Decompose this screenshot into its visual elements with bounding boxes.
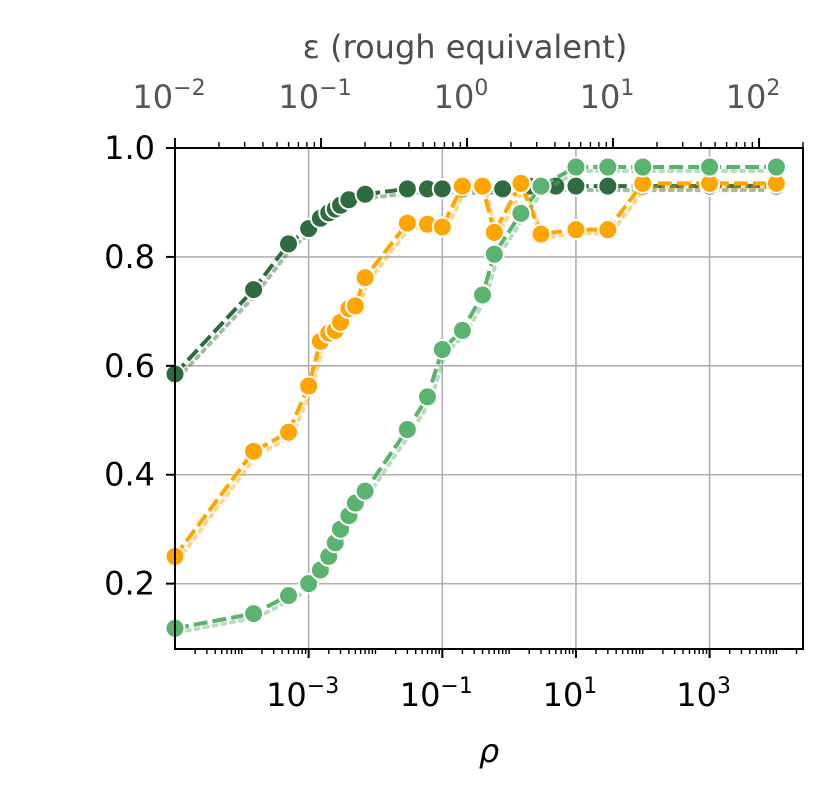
- y-tick-label: 1.0: [104, 129, 155, 167]
- series-2-point: [510, 202, 532, 224]
- series-1-point: [298, 375, 320, 397]
- series-1-point: [510, 172, 532, 194]
- top-tick-exponent: −2: [173, 76, 205, 101]
- series-0-point: [243, 279, 265, 301]
- minor-ticks: [194, 142, 804, 654]
- series-2-point: [632, 156, 654, 178]
- series-0-point: [597, 175, 619, 197]
- series-0-point: [354, 183, 376, 205]
- y-tick-label: 0.8: [104, 238, 155, 276]
- top-tick-exponent: −1: [319, 76, 351, 101]
- x-tick-base: 10: [543, 676, 584, 714]
- top-axis-title: ε (rough equivalent): [303, 28, 628, 66]
- top-tick-base: 10: [580, 78, 621, 116]
- series-2-point: [483, 243, 505, 265]
- series-1-point: [396, 212, 418, 234]
- top-tick-label: 100: [434, 76, 489, 116]
- x-tick-base: 10: [676, 676, 717, 714]
- series-2-point: [416, 386, 438, 408]
- top-axis-ticks: 10−2 10−1 100 101 102: [132, 76, 780, 148]
- top-tick-base: 10: [434, 78, 475, 116]
- series-1-point: [472, 175, 494, 197]
- top-tick-exponent: 0: [474, 76, 488, 101]
- x-tick-label: 10−3: [266, 674, 339, 714]
- y-tick-label: 0.4: [104, 456, 155, 494]
- x-tick-label: 103: [676, 674, 731, 714]
- x-tick-exponent: 3: [717, 674, 731, 699]
- series-1-point: [243, 440, 265, 462]
- x-tick-label: 10−1: [400, 674, 473, 714]
- series-0-point: [396, 178, 418, 200]
- y-tick-label: 0.6: [104, 347, 155, 385]
- series-layer: [164, 156, 787, 639]
- series-1-point: [483, 221, 505, 243]
- top-tick-base: 10: [726, 78, 767, 116]
- series-2-point: [597, 156, 619, 178]
- top-tick-label: 102: [726, 76, 781, 116]
- x-tick-exponent: 1: [583, 674, 597, 699]
- series-1: [164, 172, 787, 567]
- x-tick-exponent: −1: [440, 674, 472, 699]
- series-1-point: [597, 219, 619, 241]
- series-0-point: [431, 178, 453, 200]
- x-tick-exponent: −3: [307, 674, 339, 699]
- series-2-point: [530, 175, 552, 197]
- series-2-point: [431, 338, 453, 360]
- top-tick-label: 101: [580, 76, 635, 116]
- x-tick-base: 10: [400, 676, 441, 714]
- series-1-point: [278, 421, 300, 443]
- series-2-point: [472, 284, 494, 306]
- series-1-point: [451, 175, 473, 197]
- series-2-point: [451, 319, 473, 341]
- series-1-point: [565, 219, 587, 241]
- series-1-point: [431, 216, 453, 238]
- series-2-point: [396, 419, 418, 441]
- series-1-point: [354, 267, 376, 289]
- series-2-point: [298, 573, 320, 595]
- top-tick-label: 10−1: [278, 76, 351, 116]
- series-2-point: [243, 603, 265, 625]
- series-2-point: [565, 156, 587, 178]
- top-tick-exponent: 1: [620, 76, 634, 101]
- x-axis-ticks: 10−3 10−1 101 103: [266, 649, 731, 714]
- top-tick-base: 10: [278, 78, 319, 116]
- top-tick-base: 10: [132, 78, 173, 116]
- series-1-point: [344, 295, 366, 317]
- series-1-dotted-line: [176, 182, 782, 563]
- series-0-point: [565, 175, 587, 197]
- series-0-point: [492, 178, 514, 200]
- top-tick-label: 10−2: [132, 76, 205, 116]
- series-2: [164, 156, 787, 639]
- series-2-point: [699, 156, 721, 178]
- x-axis-title: ρ: [479, 732, 499, 770]
- series-2-point: [278, 585, 300, 607]
- x-tick-label: 101: [543, 674, 598, 714]
- series-2-point: [354, 480, 376, 502]
- y-tick-label: 0.2: [104, 565, 155, 603]
- series-1-point: [530, 223, 552, 245]
- series-0-point: [278, 233, 300, 255]
- series-2-point: [765, 156, 787, 178]
- y-axis-ticks: 0.2 0.4 0.6 0.8 1.0: [104, 129, 175, 603]
- top-tick-exponent: 2: [766, 76, 780, 101]
- x-tick-base: 10: [266, 676, 307, 714]
